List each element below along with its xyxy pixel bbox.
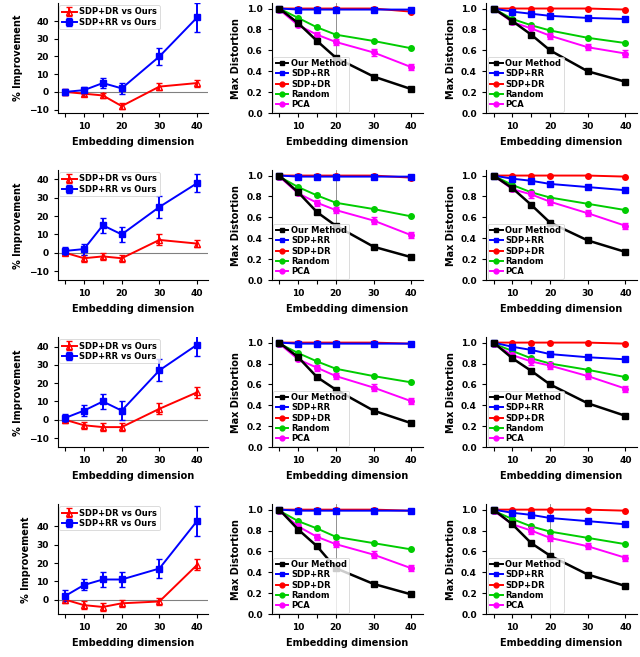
X-axis label: Embedding dimension: Embedding dimension <box>286 137 408 147</box>
Legend: Our Method, SDP+RR, SDP+DR, Random, PCA: Our Method, SDP+RR, SDP+DR, Random, PCA <box>273 223 349 279</box>
Y-axis label: Max Distortion: Max Distortion <box>445 352 456 433</box>
X-axis label: Embedding dimension: Embedding dimension <box>500 471 623 481</box>
Legend: Our Method, SDP+RR, SDP+DR, Random, PCA: Our Method, SDP+RR, SDP+DR, Random, PCA <box>488 223 564 279</box>
Y-axis label: % Improvement: % Improvement <box>13 349 23 436</box>
Legend: Our Method, SDP+RR, SDP+DR, Random, PCA: Our Method, SDP+RR, SDP+DR, Random, PCA <box>273 391 349 445</box>
Y-axis label: Max Distortion: Max Distortion <box>231 519 241 600</box>
Y-axis label: Max Distortion: Max Distortion <box>231 185 241 265</box>
Legend: SDP+DR vs Ours, SDP+RR vs Ours: SDP+DR vs Ours, SDP+RR vs Ours <box>60 5 159 29</box>
Y-axis label: % Improvement: % Improvement <box>20 516 31 602</box>
Y-axis label: Max Distortion: Max Distortion <box>231 18 241 99</box>
Y-axis label: Max Distortion: Max Distortion <box>445 18 456 99</box>
X-axis label: Embedding dimension: Embedding dimension <box>72 304 194 314</box>
Legend: Our Method, SDP+RR, SDP+DR, Random, PCA: Our Method, SDP+RR, SDP+DR, Random, PCA <box>488 57 564 112</box>
Legend: SDP+DR vs Ours, SDP+RR vs Ours: SDP+DR vs Ours, SDP+RR vs Ours <box>60 506 159 530</box>
Y-axis label: Max Distortion: Max Distortion <box>445 185 456 265</box>
Legend: Our Method, SDP+RR, SDP+DR, Random, PCA: Our Method, SDP+RR, SDP+DR, Random, PCA <box>273 558 349 612</box>
X-axis label: Embedding dimension: Embedding dimension <box>286 638 408 648</box>
Legend: Our Method, SDP+RR, SDP+DR, Random, PCA: Our Method, SDP+RR, SDP+DR, Random, PCA <box>488 391 564 445</box>
X-axis label: Embedding dimension: Embedding dimension <box>72 471 194 481</box>
X-axis label: Embedding dimension: Embedding dimension <box>500 304 623 314</box>
Legend: Our Method, SDP+RR, SDP+DR, Random, PCA: Our Method, SDP+RR, SDP+DR, Random, PCA <box>488 558 564 612</box>
Legend: SDP+DR vs Ours, SDP+RR vs Ours: SDP+DR vs Ours, SDP+RR vs Ours <box>60 339 159 363</box>
Y-axis label: Max Distortion: Max Distortion <box>231 352 241 433</box>
Y-axis label: Max Distortion: Max Distortion <box>445 519 456 600</box>
Y-axis label: % Improvement: % Improvement <box>13 15 23 101</box>
Y-axis label: % Improvement: % Improvement <box>13 182 23 269</box>
X-axis label: Embedding dimension: Embedding dimension <box>72 137 194 147</box>
X-axis label: Embedding dimension: Embedding dimension <box>286 304 408 314</box>
X-axis label: Embedding dimension: Embedding dimension <box>500 137 623 147</box>
Legend: Our Method, SDP+RR, SDP+DR, Random, PCA: Our Method, SDP+RR, SDP+DR, Random, PCA <box>273 57 349 112</box>
X-axis label: Embedding dimension: Embedding dimension <box>500 638 623 648</box>
Legend: SDP+DR vs Ours, SDP+RR vs Ours: SDP+DR vs Ours, SDP+RR vs Ours <box>60 172 159 196</box>
X-axis label: Embedding dimension: Embedding dimension <box>72 638 194 648</box>
X-axis label: Embedding dimension: Embedding dimension <box>286 471 408 481</box>
